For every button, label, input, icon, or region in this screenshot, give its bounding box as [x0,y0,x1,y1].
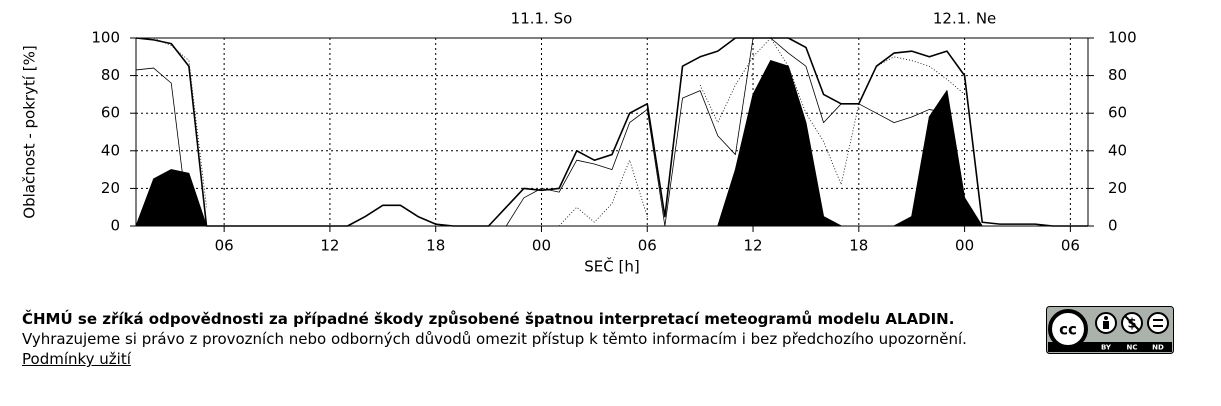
license-badge-label: BY [1101,344,1112,352]
disclaimer: ČHMÚ se zříká odpovědnosti za případné š… [22,309,997,369]
date-label: 12.1. Ne [933,10,996,28]
y2-tick-label: 20 [1108,179,1127,197]
y-tick-label: 80 [101,66,120,84]
cloud-line [136,37,207,208]
x-tick-label: 06 [1061,237,1080,255]
cc-logo: cc [1059,321,1077,339]
x-tick-label: 06 [638,237,657,255]
license-badge-label: ND [1152,344,1164,352]
y-tick-label: 40 [101,141,120,159]
y-axis-label: Oblačnost - pokrytí [%] [21,45,39,218]
plot-frame [135,37,1089,227]
y-tick-label: 60 [101,104,120,122]
y2-tick-label: 60 [1108,104,1127,122]
y2-tick-label: 80 [1108,66,1127,84]
date-label: 11.1. So [511,10,573,28]
cloud-area [135,60,1089,227]
y-tick-label: 100 [91,29,120,47]
y-tick-label: 0 [110,217,120,235]
by-head [1104,316,1108,320]
x-tick-label: 06 [215,237,234,255]
x-tick-label: 12 [743,237,762,255]
nd-bar [1153,319,1163,321]
x-tick-label: 18 [426,237,445,255]
disclaimer-bold: ČHMÚ se zříká odpovědnosti za případné š… [22,310,955,328]
by-body [1103,321,1109,329]
cc-circle [1048,309,1088,349]
disclaimer-text: Vyhrazujeme si právo z provozních nebo o… [22,330,967,348]
x-tick-label: 18 [849,237,868,255]
x-tick-label: 00 [532,237,551,255]
y2-tick-label: 0 [1108,217,1118,235]
license-badge-label: NC [1127,344,1138,352]
x-tick-label: 12 [320,237,339,255]
x-axis-label: SEČ [h] [584,257,639,276]
nd-bar [1153,325,1163,327]
y2-tick-label: 100 [1108,29,1137,47]
y2-tick-label: 40 [1108,141,1127,159]
cloud-line [699,37,965,186]
chart: Oblačnost - pokrytí [%] SEČ [h] 0 020 2040… [21,10,1137,276]
badge-strip [1048,342,1172,352]
nd-icon [1147,312,1169,334]
x-tick-label: 00 [955,237,974,255]
terms-link[interactable]: Podmínky užití [22,350,131,368]
y-tick-label: 20 [101,179,120,197]
nc-strike [1124,315,1140,331]
cloud-line [558,159,648,227]
